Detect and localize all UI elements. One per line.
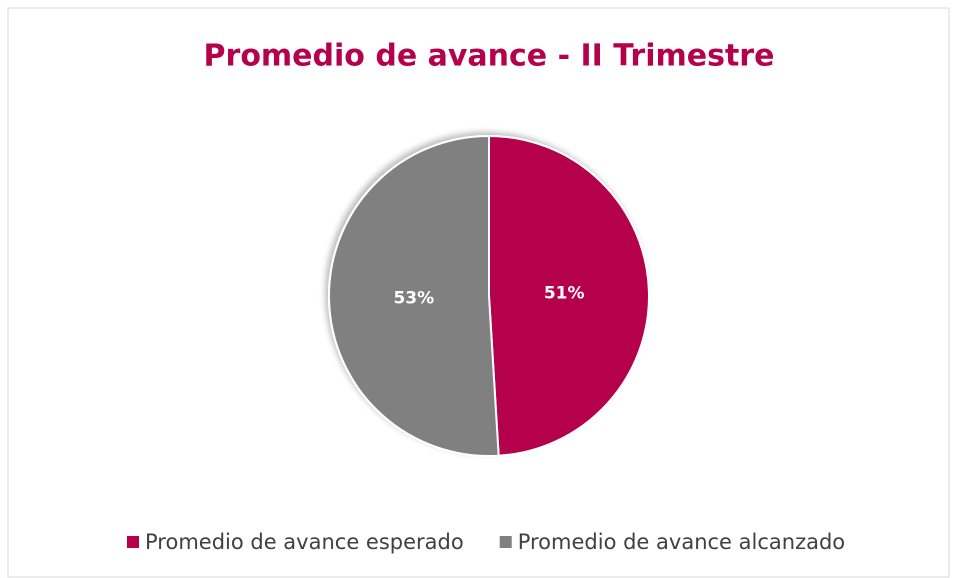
legend: Promedio de avance esperado Promedio de a… — [127, 530, 845, 554]
pie — [327, 134, 650, 457]
data-label: 53% — [393, 288, 434, 308]
legend-label: Promedio de avance alcanzado — [518, 530, 845, 554]
pie-slice — [488, 134, 650, 457]
pie-slice — [327, 134, 500, 457]
legend-swatch — [127, 536, 139, 548]
legend-swatch — [499, 536, 512, 548]
chart-title: Promedio de avance - II Trimestre — [204, 39, 775, 74]
data-label: 51% — [544, 284, 585, 304]
legend-label: Promedio de avance esperado — [145, 530, 464, 554]
